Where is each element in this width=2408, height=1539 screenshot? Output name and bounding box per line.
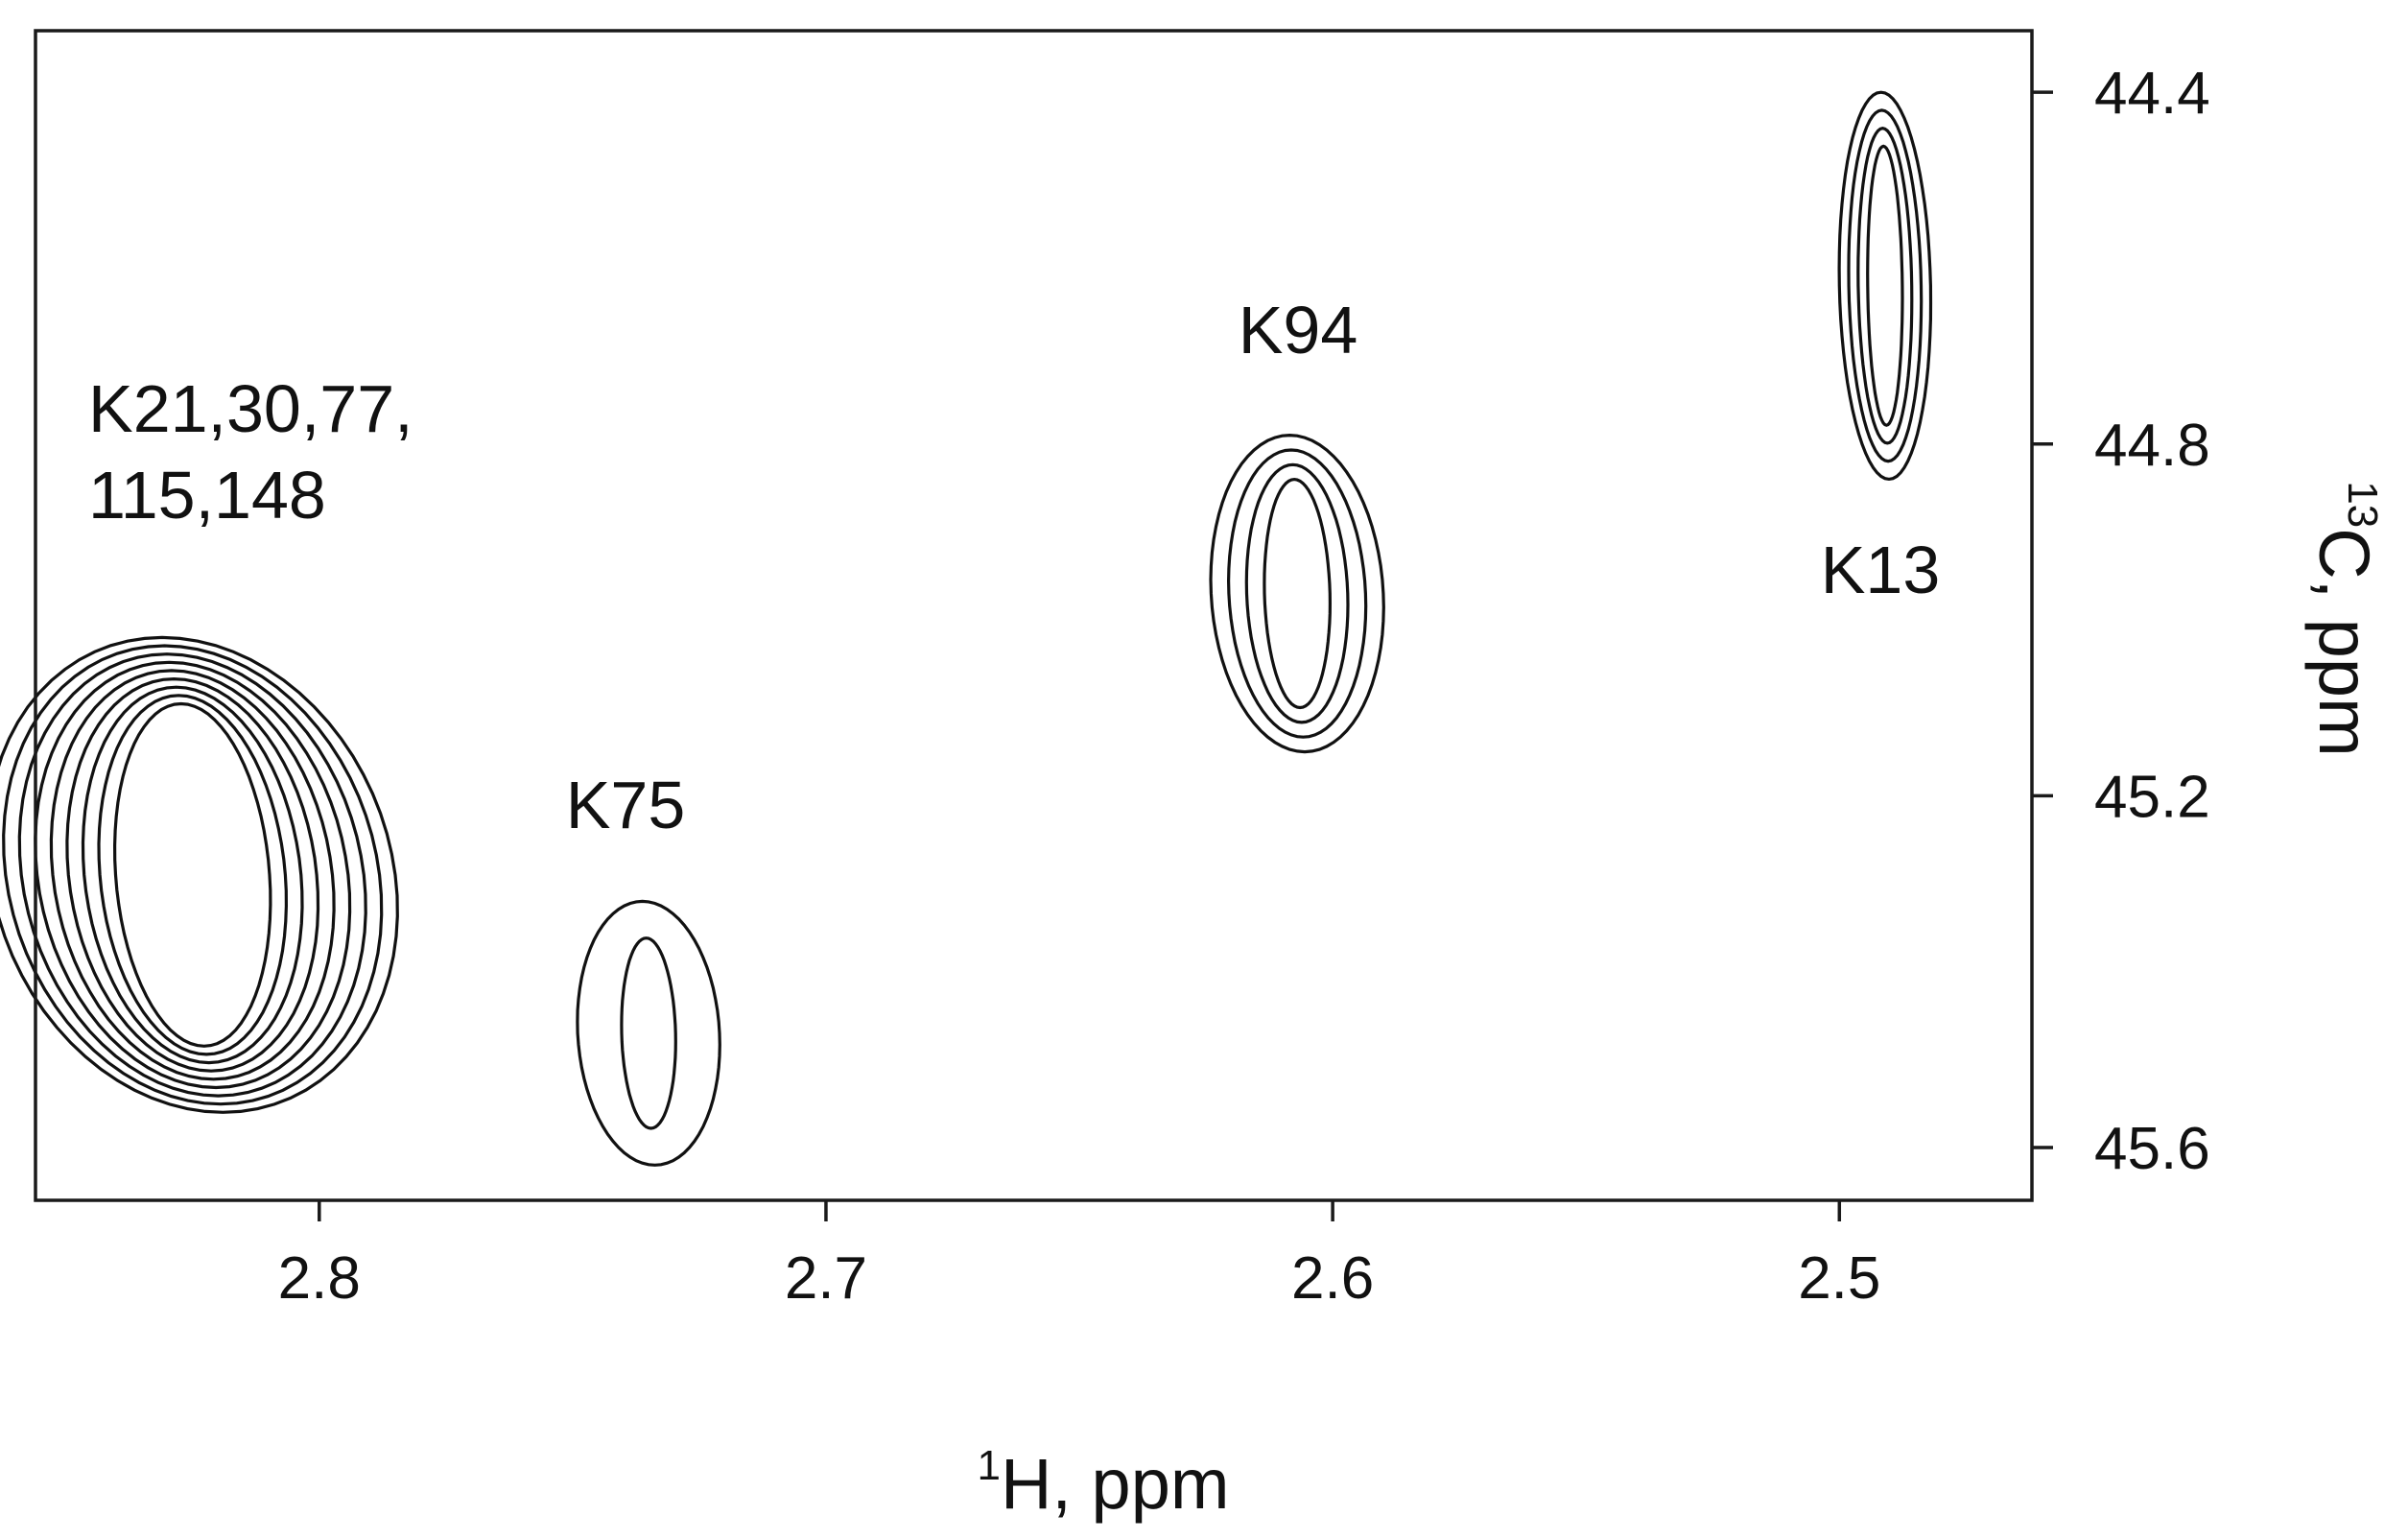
peak-contour-group (576, 899, 721, 1167)
peak-contour-group (1837, 90, 1933, 482)
x-tick-label: 2.7 (785, 1245, 867, 1312)
contour-line (1263, 477, 1333, 710)
x-axis-title: 1H, ppm (978, 1442, 1230, 1524)
contour-line (0, 635, 399, 1114)
y-axis-ticks: 44.4 44.8 45.2 45.6 (2032, 60, 2210, 1182)
contour-line (1209, 433, 1385, 754)
contour-line (1244, 462, 1350, 724)
contour-line (17, 652, 367, 1098)
peak-label: K94 (1239, 293, 1358, 367)
x-tick-label: 2.6 (1291, 1245, 1374, 1312)
peak-labels: K21,30,77, 115,148 K75 K94 K13 (88, 293, 1940, 842)
contour-line (81, 685, 304, 1065)
y-tick-label: 45.6 (2094, 1116, 2210, 1182)
contour-line (2, 644, 384, 1106)
contour-line (1866, 144, 1904, 427)
y-tick-label: 44.8 (2094, 413, 2210, 479)
contour-line (1847, 108, 1924, 463)
y-tick-label: 45.2 (2094, 764, 2210, 830)
contours-layer (0, 90, 1933, 1167)
y-tick-label: 44.4 (2094, 60, 2210, 127)
x-tick-label: 2.8 (278, 1245, 361, 1312)
x-axis-title-text: H, ppm (1001, 1444, 1230, 1524)
y-axis-title-superscript: 13 (2339, 481, 2386, 528)
peak-contour-group (1209, 433, 1385, 754)
x-axis-title-superscript: 1 (978, 1442, 1001, 1489)
contour-line (1837, 90, 1933, 482)
contour-line (576, 899, 721, 1167)
y-axis-title: 13C, ppm (2304, 481, 2386, 756)
contour-line (1226, 448, 1368, 739)
contour-line (49, 669, 336, 1081)
contour-line (112, 701, 272, 1048)
contour-line (65, 676, 320, 1073)
peak-label: K75 (566, 768, 686, 842)
peak-contour-group (0, 635, 399, 1114)
contour-line (1856, 127, 1914, 445)
peak-label: 115,148 (88, 458, 326, 533)
plot-frame (34, 29, 2034, 1202)
x-tick-label: 2.5 (1798, 1245, 1880, 1312)
peak-label: K13 (1821, 533, 1941, 607)
peak-label: K21,30,77, (88, 371, 413, 446)
x-axis-ticks: 2.8 2.7 2.6 2.5 (278, 1200, 1880, 1312)
contour-line (620, 936, 677, 1130)
contour-line (97, 694, 289, 1056)
y-axis-title-text: C, ppm (2304, 528, 2384, 757)
